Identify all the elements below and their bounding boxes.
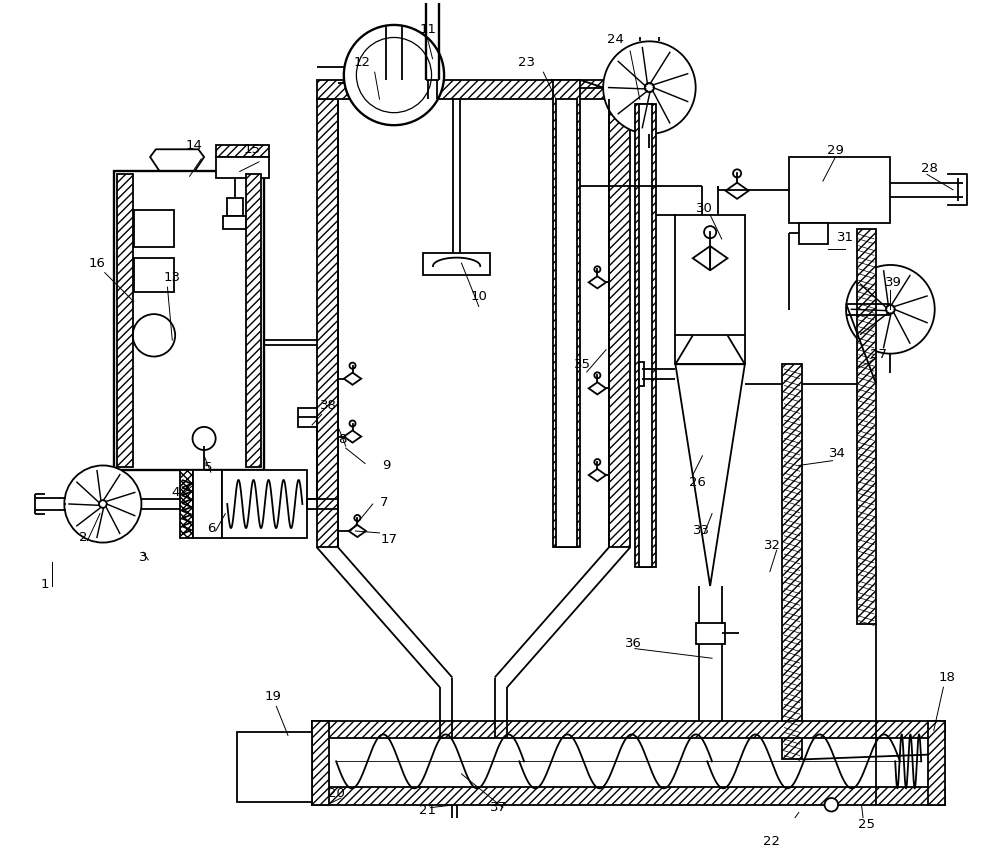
Text: 2: 2: [79, 531, 88, 544]
Text: 24: 24: [607, 33, 624, 46]
Bar: [216, 157, 269, 179]
Bar: [117, 174, 133, 467]
Circle shape: [354, 515, 360, 521]
Text: 25: 25: [858, 817, 875, 831]
Polygon shape: [344, 372, 361, 385]
Text: 37: 37: [490, 801, 507, 814]
Bar: [782, 365, 802, 760]
Text: 1: 1: [41, 578, 49, 591]
Polygon shape: [589, 277, 606, 288]
Bar: [317, 80, 630, 99]
Circle shape: [344, 25, 444, 125]
Bar: [134, 210, 174, 247]
Text: 28: 28: [921, 162, 938, 175]
Text: 18: 18: [939, 671, 956, 684]
Circle shape: [733, 169, 741, 178]
Text: 15: 15: [244, 143, 261, 156]
Text: 27: 27: [870, 348, 887, 361]
Bar: [423, 254, 490, 275]
Text: 38: 38: [320, 399, 337, 412]
Bar: [180, 470, 193, 538]
Text: 12: 12: [354, 56, 371, 69]
Text: 5: 5: [204, 461, 212, 474]
Polygon shape: [349, 525, 366, 537]
Text: 23: 23: [518, 56, 535, 69]
Circle shape: [349, 363, 356, 369]
Circle shape: [886, 305, 895, 314]
Bar: [928, 721, 945, 805]
Bar: [246, 174, 261, 467]
Bar: [696, 623, 725, 644]
Circle shape: [594, 266, 600, 272]
Polygon shape: [710, 246, 727, 271]
Text: 32: 32: [764, 539, 781, 552]
Circle shape: [193, 427, 216, 450]
Text: 36: 36: [625, 637, 641, 651]
Text: 4: 4: [171, 486, 179, 499]
Text: 30: 30: [696, 201, 713, 215]
Bar: [237, 733, 312, 802]
Circle shape: [594, 459, 600, 465]
Text: 20: 20: [328, 787, 345, 799]
Text: 33: 33: [693, 525, 710, 537]
Bar: [639, 362, 644, 387]
Bar: [799, 222, 828, 244]
Circle shape: [846, 265, 935, 354]
Text: 8: 8: [338, 433, 346, 446]
Polygon shape: [344, 431, 361, 442]
Bar: [216, 146, 269, 157]
Bar: [857, 229, 876, 624]
Bar: [114, 172, 264, 470]
Bar: [675, 215, 745, 365]
Text: 16: 16: [89, 256, 106, 270]
Bar: [639, 104, 652, 567]
Text: 13: 13: [164, 271, 181, 284]
Bar: [312, 788, 945, 805]
Text: 34: 34: [829, 448, 846, 460]
Circle shape: [64, 465, 141, 542]
Bar: [312, 721, 945, 739]
Circle shape: [603, 41, 696, 134]
Text: 6: 6: [207, 522, 215, 535]
Polygon shape: [589, 382, 606, 394]
Text: 7: 7: [380, 496, 389, 508]
Bar: [553, 80, 580, 547]
Bar: [635, 104, 656, 567]
Text: 26: 26: [689, 476, 706, 489]
Text: 31: 31: [837, 232, 854, 244]
Text: 10: 10: [470, 290, 487, 303]
Bar: [227, 199, 243, 216]
Bar: [312, 721, 329, 805]
Text: 14: 14: [186, 139, 203, 152]
Circle shape: [99, 500, 107, 508]
Text: 19: 19: [265, 690, 282, 703]
Bar: [609, 99, 630, 547]
Polygon shape: [726, 183, 749, 199]
Text: 29: 29: [827, 144, 844, 157]
Bar: [193, 470, 222, 538]
Text: 17: 17: [381, 533, 398, 547]
Circle shape: [349, 420, 356, 426]
Polygon shape: [589, 469, 606, 481]
Circle shape: [825, 798, 838, 811]
Bar: [222, 470, 307, 538]
Bar: [789, 157, 890, 222]
Bar: [317, 99, 338, 547]
Bar: [223, 216, 246, 229]
Polygon shape: [675, 365, 745, 586]
Text: 39: 39: [885, 276, 902, 288]
Circle shape: [594, 372, 600, 378]
Text: 3: 3: [139, 551, 148, 563]
Circle shape: [645, 83, 654, 92]
Circle shape: [704, 226, 716, 239]
Text: 11: 11: [419, 24, 436, 36]
Text: 9: 9: [382, 459, 390, 472]
Polygon shape: [693, 246, 710, 271]
Text: 22: 22: [763, 835, 780, 846]
Bar: [298, 408, 317, 427]
Text: 21: 21: [419, 804, 436, 817]
Text: 35: 35: [574, 358, 591, 371]
Bar: [134, 258, 174, 292]
Bar: [556, 99, 577, 547]
